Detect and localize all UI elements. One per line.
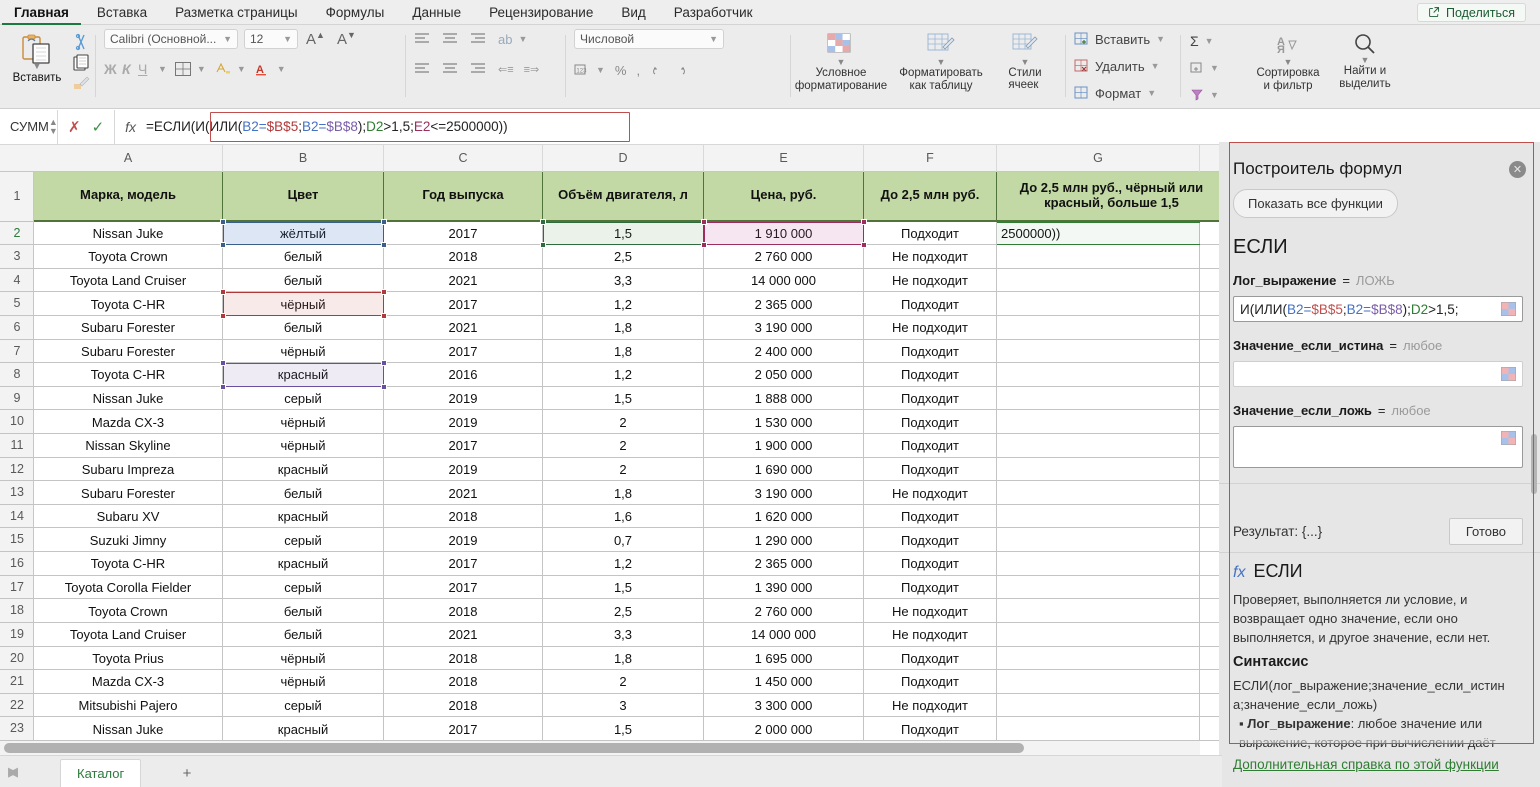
- svg-text:123: 123: [576, 69, 587, 75]
- svg-text:Я: Я: [1277, 44, 1285, 56]
